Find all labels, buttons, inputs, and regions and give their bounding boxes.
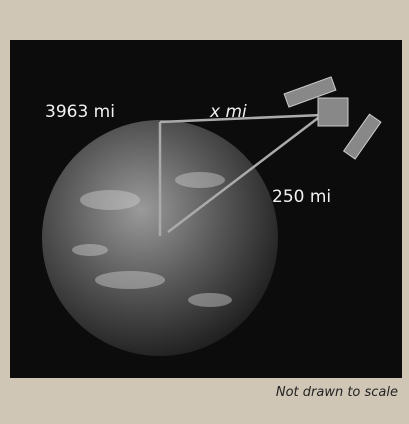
radius-label: 3963 mi bbox=[45, 102, 115, 122]
page: 3963 mi x mi 250 mi Not drawn to scale (… bbox=[0, 0, 409, 424]
altitude-label: 250 mi bbox=[272, 187, 331, 207]
caption: Not drawn to scale bbox=[276, 385, 398, 400]
distance-label: x mi bbox=[209, 102, 247, 122]
diagram: 3963 mi x mi 250 mi Not drawn to scale bbox=[0, 0, 409, 424]
